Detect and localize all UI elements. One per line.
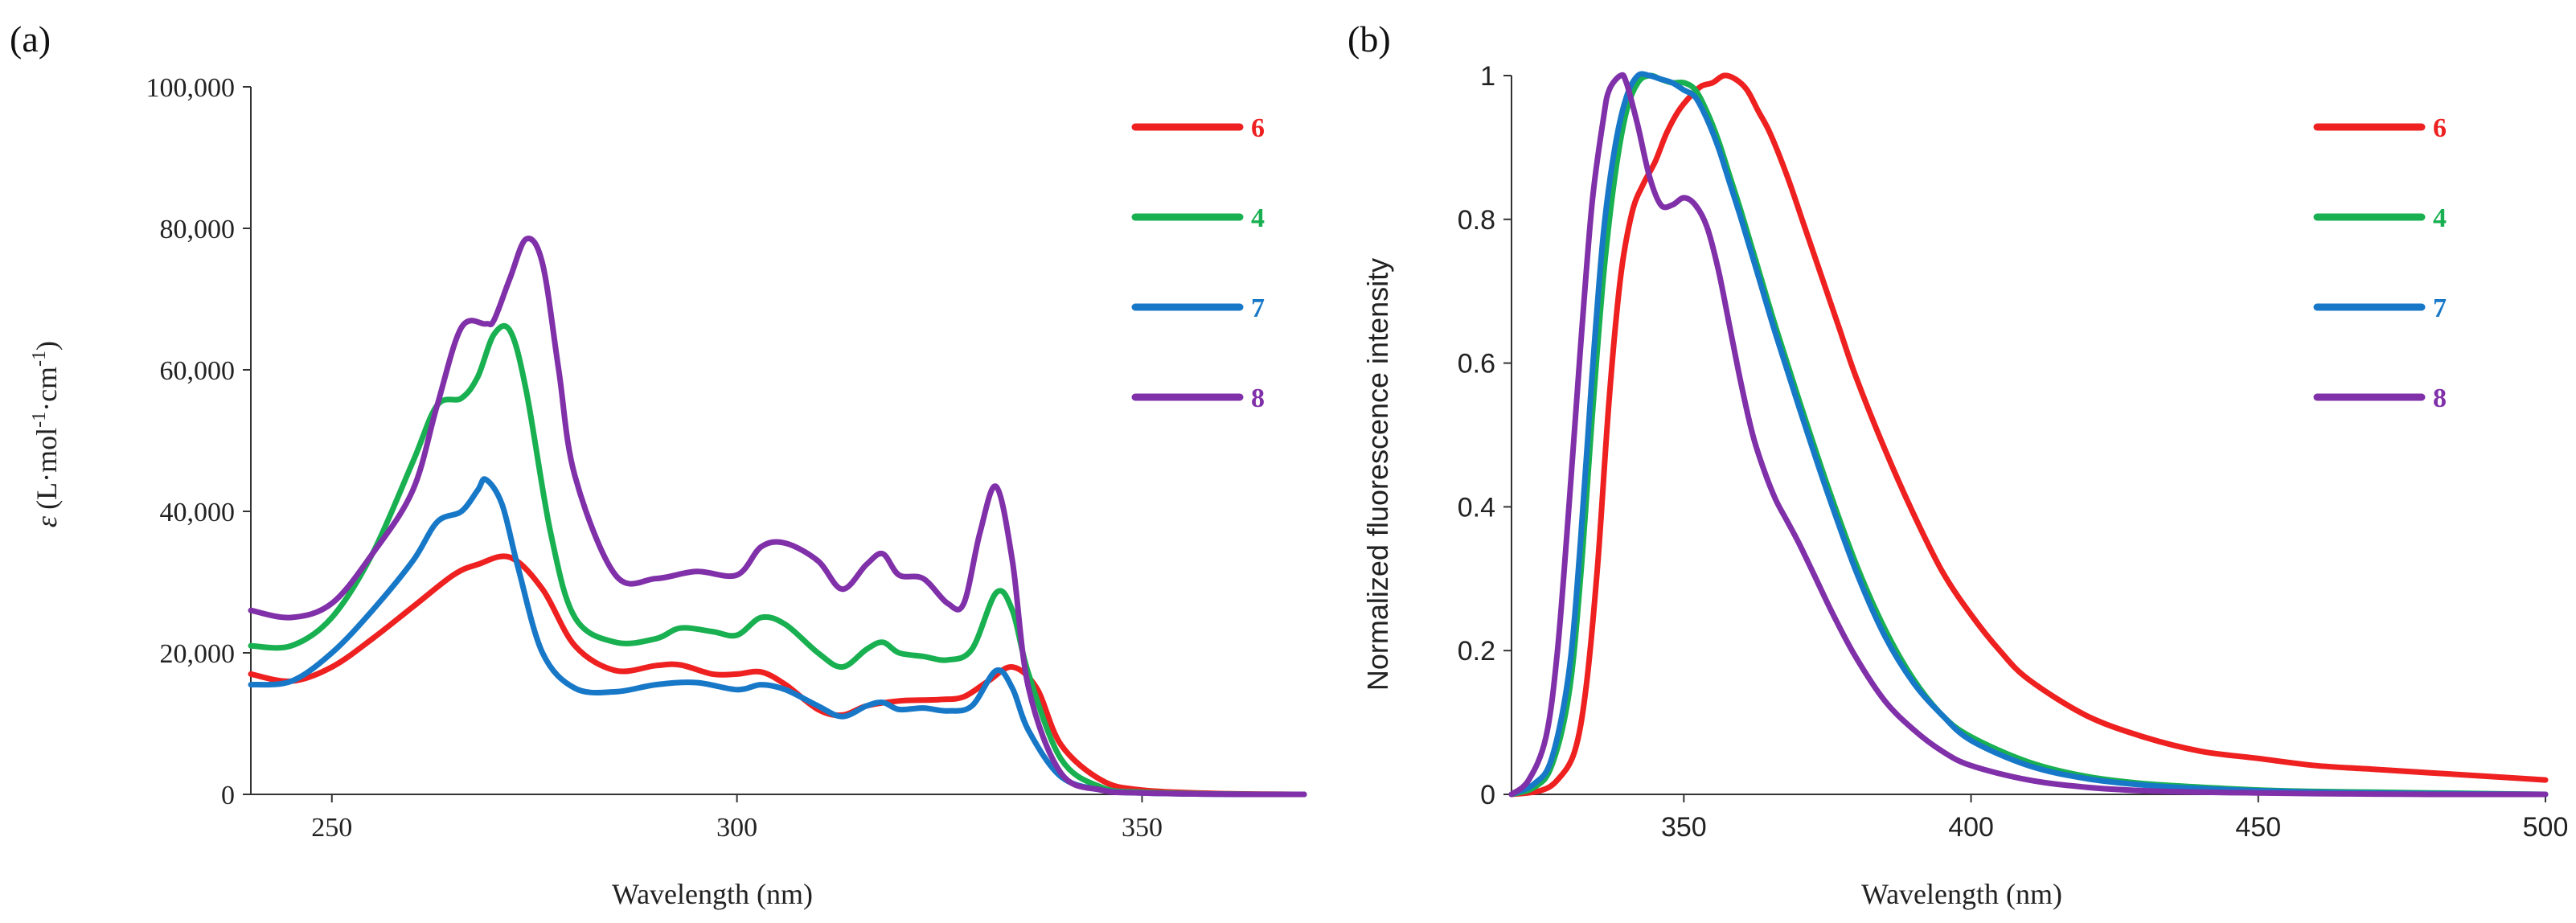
panel-a-x-axis-title: Wavelength (nm) [612,878,813,910]
x-tick-label: 350 [1122,813,1163,843]
series-line-6 [1508,72,2549,798]
panel-a-axes: 0 20,000 40,000 60,000 80,000 100,000 250 300 35… [146,73,1304,843]
legend-label-7: 7 [2433,293,2447,323]
ylabel-end: ) [31,341,63,351]
x-tick-label: 400 [1948,812,1994,843]
series-line-7 [1508,71,2549,798]
x-tick-label: 450 [2235,812,2281,843]
panel-b-series [1508,71,2549,798]
series-line-8 [1508,72,2549,798]
y-tick-label: 40,000 [160,498,236,527]
y-tick-label: 0 [1480,780,1495,810]
panel-a-y-axis-title: ε(L·mol-1·cm-1) [29,341,63,527]
ylabel-sup1: -1 [29,412,50,428]
panel-b-x-axis-title: Wavelength (nm) [1861,878,2062,910]
ylabel-sup2: -1 [29,351,50,367]
legend-label-7: 7 [1251,293,1265,323]
ylabel-unit: (L·mol [31,428,63,510]
x-tick-label: 350 [1661,812,1707,843]
y-tick-label: 1 [1480,61,1495,92]
x-tick-label: 250 [311,813,352,843]
y-tick-label: 0.4 [1458,492,1495,523]
y-tick-label: 0.2 [1458,636,1495,667]
series-line-4 [1508,72,2549,798]
panel-a: (a) ε(L·mol-1·cm-1) Wavelength (nm) 020,… [10,18,1307,910]
panel-b-y-axis-title: Normalized fluorescence intensity [1361,258,1394,691]
x-tick-label: 300 [716,813,757,843]
ylabel-symbol: ε [31,515,63,527]
legend-label-4: 4 [2433,203,2447,233]
y-tick-label: 0.8 [1458,205,1495,236]
y-tick-label: 80,000 [160,215,236,244]
ylabel-mid: ·cm [31,367,63,412]
legend-label-8: 8 [2433,384,2447,413]
panel-b-axes: 0 0.2 0.4 0.6 0.8 1 350 400 450 500 [1458,61,2569,843]
legend-label-6: 6 [1251,113,1265,143]
legend-label-6: 6 [2433,113,2447,143]
y-tick-label: 0 [221,781,235,810]
y-tick-label: 0.6 [1458,349,1495,379]
legend-label-4: 4 [1251,203,1265,233]
series-line-8 [248,236,1307,798]
series-line-7 [248,476,1307,798]
x-tick-label: 500 [2523,812,2569,843]
panel-b-label: (b) [1347,18,1391,59]
panel-b: (b) Normalized fluorescence intensity Wa… [1347,18,2568,910]
panel-a-series [248,236,1307,798]
panel-a-legend: 6 4 7 8 [1131,113,1265,413]
y-tick-label: 20,000 [160,639,236,669]
legend-label-8: 8 [1251,384,1265,413]
panel-a-label: (a) [10,18,51,59]
panel-b-legend: 6 4 7 8 [2313,113,2447,413]
y-tick-label: 60,000 [160,356,236,386]
series-line-6 [248,553,1307,798]
y-tick-label: 100,000 [146,73,236,103]
